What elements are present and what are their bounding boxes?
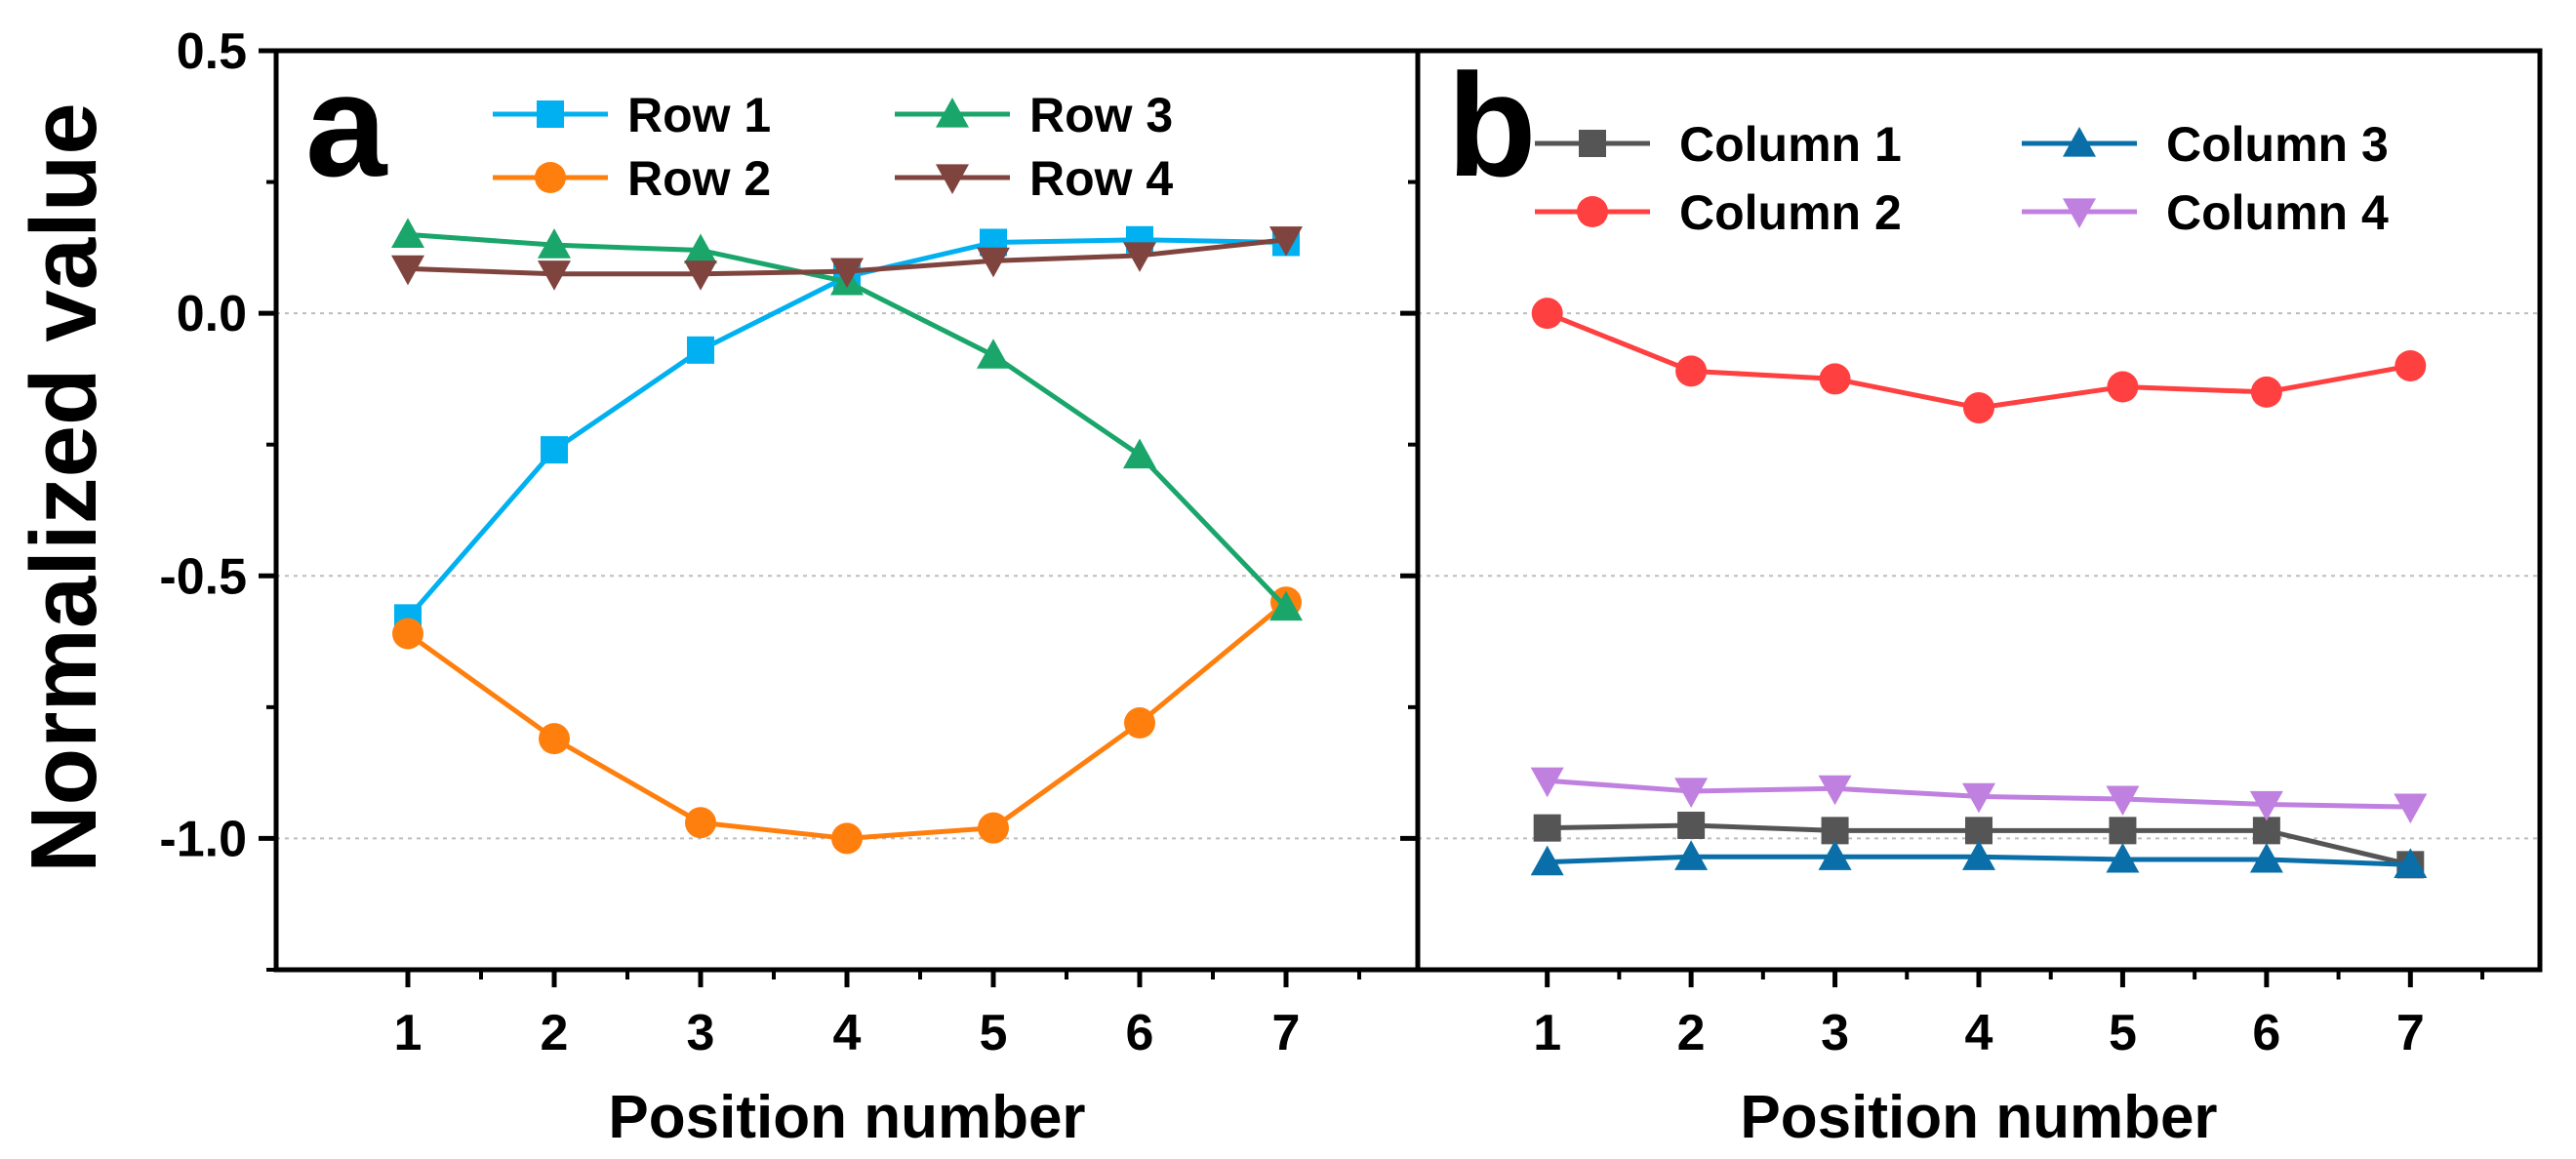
legend-marker — [936, 98, 969, 128]
legend-marker — [537, 100, 564, 128]
panel-a: 1 2 3 4 5 6 7 Position number 0.5 0.0 -0.5 -1.0 a Row… — [159, 23, 1421, 1151]
data-point — [2394, 848, 2428, 878]
data-point — [1821, 817, 1849, 845]
legend-label: Column 2 — [1679, 185, 1902, 240]
data-point — [1965, 817, 1992, 845]
data-point — [1675, 355, 1708, 387]
legend-label: Column 1 — [1679, 117, 1902, 172]
x-tick-label: 4 — [1965, 1005, 1993, 1061]
x-tick-label: 1 — [1533, 1005, 1561, 1061]
y-tick-label: -1.0 — [159, 811, 247, 867]
legend-label: Row 2 — [627, 151, 771, 206]
legend-marker — [1579, 130, 1606, 157]
data-point — [684, 260, 717, 291]
data-point — [1124, 707, 1155, 739]
data-point — [2394, 793, 2428, 824]
legend-label: Row 1 — [627, 88, 771, 142]
data-point — [978, 812, 1009, 844]
data-point — [1674, 840, 1709, 870]
x-tick-label: 5 — [980, 1005, 1008, 1061]
data-point — [1530, 845, 1564, 876]
data-point — [2249, 842, 2283, 873]
x-tick-label: 3 — [1821, 1005, 1849, 1061]
data-point — [1963, 392, 1994, 424]
x-axis-label: Position number — [1740, 1084, 2217, 1151]
x-tick-label: 6 — [2252, 1005, 2280, 1061]
data-point — [541, 436, 568, 464]
data-point — [2250, 376, 2282, 408]
legend-label: Row 4 — [1029, 151, 1173, 206]
data-point — [2106, 785, 2140, 817]
legend-label: Row 3 — [1029, 88, 1173, 142]
data-point — [392, 618, 423, 650]
x-tick-label: 7 — [1272, 1005, 1301, 1061]
data-point — [684, 233, 717, 264]
data-point — [1818, 840, 1852, 870]
legend-label: Column 3 — [2166, 117, 2389, 172]
panel-letter: a — [305, 43, 388, 207]
data-point — [538, 228, 571, 259]
legend-marker — [535, 162, 566, 193]
legend-marker — [2063, 127, 2096, 157]
data-point — [1962, 782, 1995, 814]
series-line — [406, 237, 1287, 619]
data-point — [977, 247, 1010, 278]
data-point — [2107, 371, 2139, 403]
data-point — [538, 260, 571, 291]
x-tick-label: 6 — [1126, 1005, 1154, 1061]
panel-b: 1 2 3 4 5 6 7 Position number b Column 1 Column 2 C… — [1400, 43, 2543, 1151]
data-point — [1269, 590, 1303, 621]
data-point — [830, 258, 864, 289]
data-point — [391, 255, 424, 286]
data-point — [391, 218, 424, 248]
data-point — [1677, 811, 1706, 839]
y-tick-label: 0.0 — [177, 286, 247, 342]
data-point — [1819, 363, 1851, 395]
data-point — [1674, 778, 1709, 808]
y-axis-label: Normalized value — [12, 102, 116, 873]
x-axis-label: Position number — [608, 1084, 1085, 1151]
legend-marker — [1577, 196, 1608, 227]
x-tick-label: 4 — [833, 1005, 862, 1061]
panel-letter: b — [1447, 43, 1537, 207]
legend-label: Column 4 — [2166, 185, 2389, 240]
data-point — [2252, 817, 2280, 845]
data-point — [2106, 842, 2140, 873]
x-tick-label: 3 — [687, 1005, 715, 1061]
data-point — [685, 807, 716, 839]
y-tick-label: -0.5 — [159, 548, 247, 605]
data-point — [1269, 226, 1303, 257]
data-point — [1818, 775, 1852, 806]
y-tick-label: 0.5 — [177, 23, 247, 80]
x-tick-label: 1 — [394, 1005, 423, 1061]
data-point — [1533, 814, 1561, 842]
legend-marker — [2063, 198, 2096, 228]
x-tick-label: 5 — [2109, 1005, 2137, 1061]
data-point — [977, 339, 1010, 369]
data-point — [2249, 790, 2283, 821]
data-point — [1530, 767, 1564, 798]
data-point — [2109, 817, 2137, 845]
data-point — [1962, 840, 1995, 870]
x-tick-label: 2 — [541, 1005, 569, 1061]
data-point — [539, 723, 570, 755]
data-point — [687, 336, 714, 364]
data-point — [831, 822, 863, 855]
data-point — [1123, 242, 1156, 272]
x-tick-label: 2 — [1677, 1005, 1706, 1061]
data-point — [1123, 438, 1156, 469]
data-point — [1531, 298, 1563, 330]
data-point — [2395, 349, 2427, 381]
legend-marker — [936, 164, 969, 194]
x-tick-label: 7 — [2396, 1005, 2425, 1061]
